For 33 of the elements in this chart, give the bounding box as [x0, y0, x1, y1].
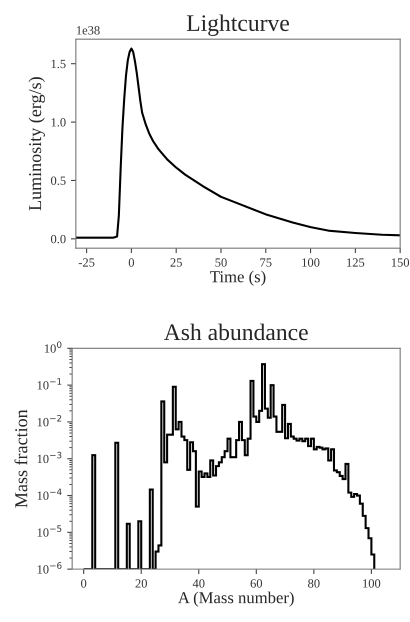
x-tick-label: 25 — [170, 258, 182, 267]
x-tick-label: 20 — [136, 579, 147, 588]
x-tick-label: 50 — [215, 258, 227, 267]
x-tick-label: 150 — [392, 258, 410, 267]
x-tick-label: -25 — [78, 258, 94, 267]
x-tick-label: 100 — [302, 258, 320, 267]
y-tick-label: 10$^{−6}$ — [38, 562, 62, 574]
y-tick-label: 10$^{−1}$ — [38, 378, 62, 390]
y-axis-title: Mass fraction — [14, 410, 28, 508]
y-tick-label: 10$^{0}$ — [44, 341, 62, 353]
y-tick-label: 0.5 — [50, 176, 66, 185]
x-tick-label: 40 — [192, 579, 205, 588]
x-tick-label: 0 — [128, 258, 134, 267]
x-tick-label: 0 — [81, 579, 86, 588]
x-axis-title: Time (s) — [210, 270, 266, 286]
y-tick-label: 10$^{−3}$ — [38, 452, 62, 464]
x-tick-label: 125 — [347, 258, 364, 267]
y-tick-label: 1.5 — [52, 60, 66, 68]
x-tick-label: 60 — [250, 579, 262, 588]
y-tick-label: 10$^{−4}$ — [38, 488, 62, 500]
y-tick-label: 1.0 — [52, 118, 66, 127]
y-tick-label: 10$^{−5}$ — [38, 525, 62, 537]
y-axis-title: Luminosity (erg/s) — [28, 77, 45, 210]
x-tick-label: 100 — [363, 579, 380, 588]
text: 1e38 — [76, 26, 100, 35]
line-series — [76, 47, 400, 239]
y-tick-label: 10$^{−2}$ — [38, 414, 62, 426]
x-axis-title: A (Mass number) — [178, 592, 294, 607]
x-tick-label: 80 — [308, 579, 320, 588]
y-tick-label: 0.0 — [50, 234, 66, 244]
x-tick-label: 75 — [260, 258, 272, 267]
chart-title: Lightcurve — [186, 14, 289, 36]
chart-title: Ash abundance — [164, 324, 308, 340]
